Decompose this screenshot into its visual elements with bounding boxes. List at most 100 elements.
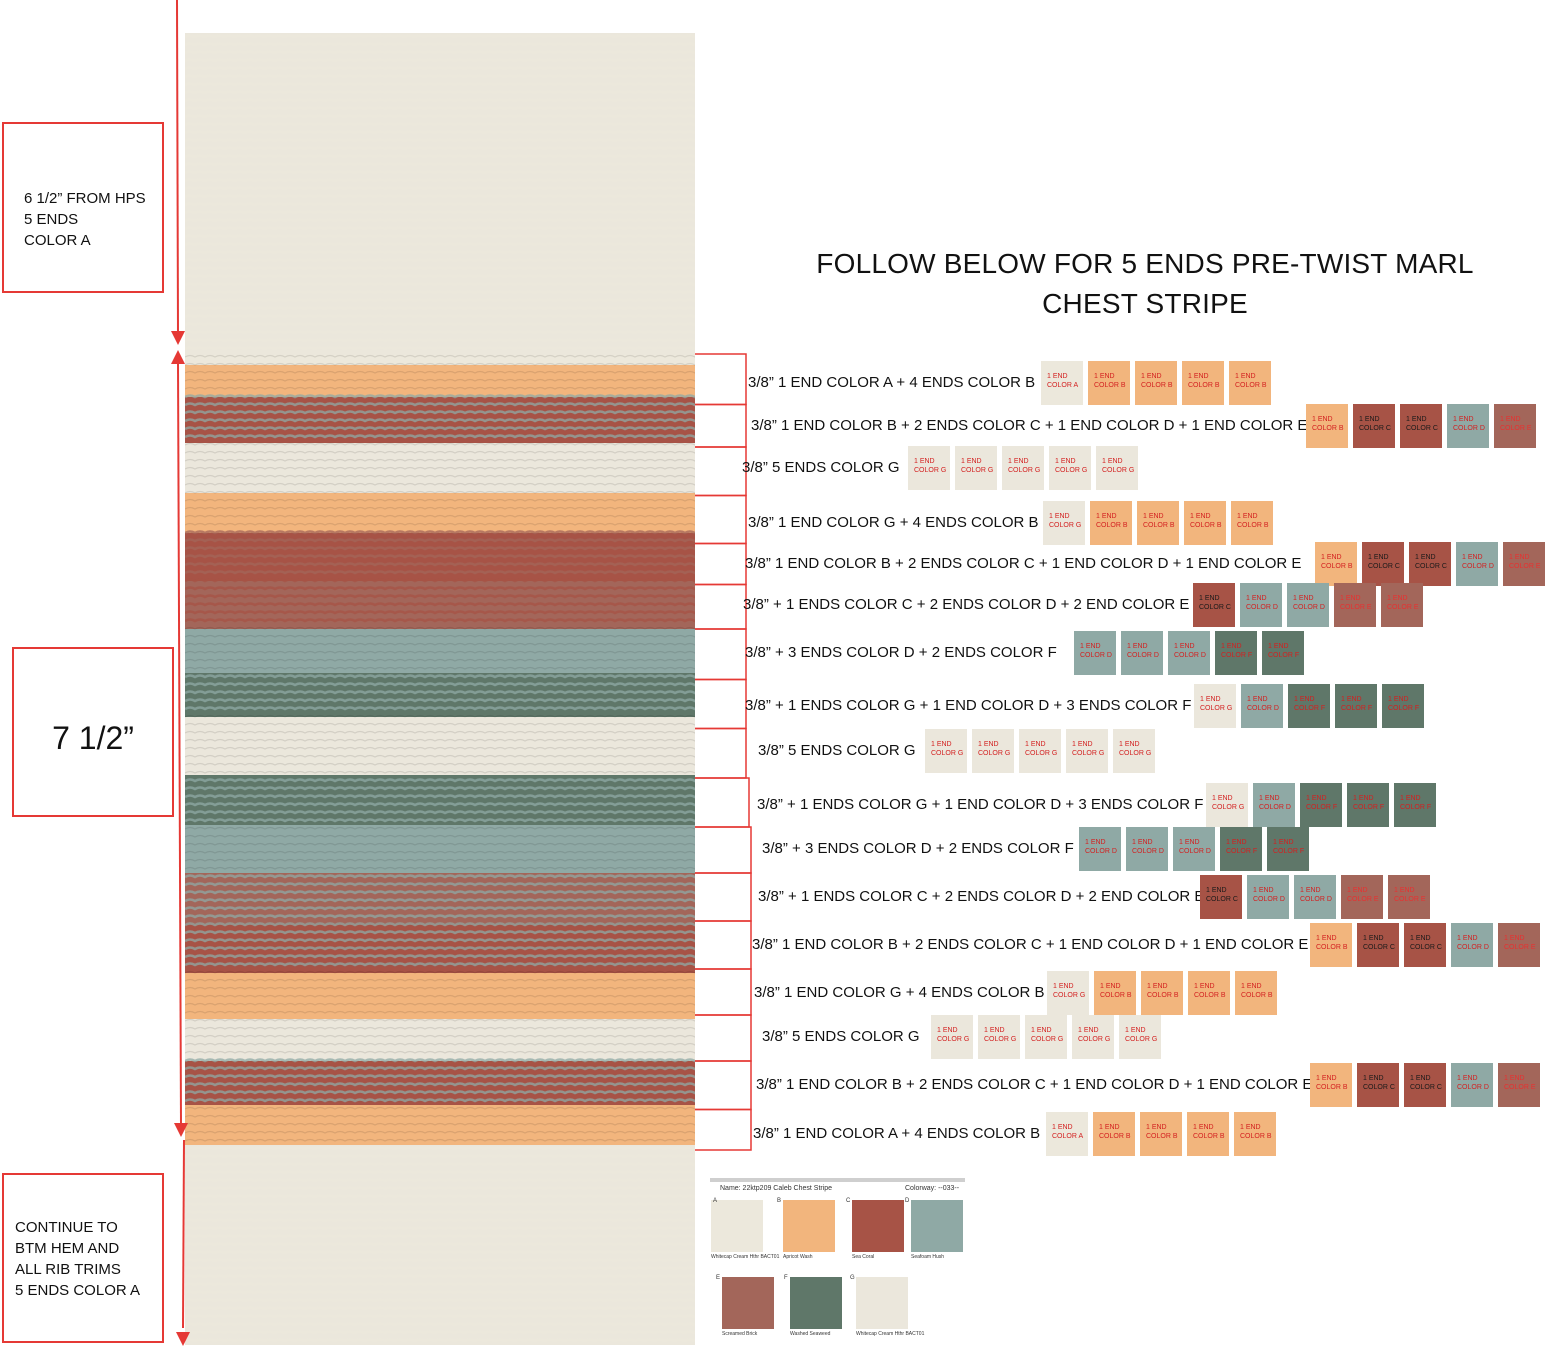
swatch-line-2: COLOR G <box>1200 705 1233 712</box>
swatch-line-1: 1 END <box>1363 935 1384 942</box>
color-card-letter: C <box>846 1198 851 1204</box>
stripe-row-label: 3/8” 5 ENDS COLOR G <box>742 459 900 476</box>
stripe-row-label: 3/8” 5 ENDS COLOR G <box>758 742 916 759</box>
swatch-line-1: 1 END <box>1363 1075 1384 1082</box>
swatch-line-2: COLOR E <box>1394 896 1426 903</box>
knit-stitch-row <box>185 986 695 990</box>
knit-stitch-row <box>185 346 695 351</box>
color-card-swatch <box>722 1277 774 1329</box>
swatch-line-1: 1 END <box>1047 373 1068 380</box>
knit-stitch-row <box>185 394 695 399</box>
knit-stitch-row <box>185 1066 695 1071</box>
swatch-line-1: 1 END <box>1125 1027 1146 1034</box>
knit-band <box>185 717 695 775</box>
color-card-color-name: Seafoam Hush <box>911 1254 945 1260</box>
knit-stitch-row <box>185 1018 695 1022</box>
stripe-row-label: 3/8” + 3 ENDS COLOR D + 2 ENDS COLOR F <box>762 840 1074 857</box>
bottom-note-text: CONTINUE TO BTM HEM AND ALL RIB TRIMS 5 … <box>15 1219 141 1299</box>
knit-stitch-row <box>185 954 695 959</box>
swatch-line-1: 1 END <box>1359 416 1380 423</box>
swatch-line-1: 1 END <box>1294 696 1315 703</box>
swatch-line-1: 1 END <box>1316 935 1337 942</box>
knit-stitch-row <box>185 1010 695 1014</box>
yarn-end-swatch: 1 END COLOR F <box>1220 827 1262 871</box>
row-bracket <box>695 777 750 828</box>
yarn-end-swatch: 1 END COLOR D <box>1456 542 1498 586</box>
yarn-end-swatch: 1 END COLOR B <box>1306 404 1348 448</box>
swatch-line-1: 1 END <box>1453 416 1474 423</box>
color-card-color-name: Whitecap Cream Hthr BACT01 <box>856 1331 925 1337</box>
swatch-line-1: 1 END <box>1388 696 1409 703</box>
knit-band <box>185 493 695 533</box>
yarn-end-swatch: 1 END COLOR F <box>1215 631 1257 675</box>
knit-stitch-row <box>185 1234 695 1239</box>
knit-stitch-row <box>185 250 695 255</box>
yarn-end-swatch: 1 END COLOR E <box>1503 542 1545 586</box>
stripe-row-label: 3/8” 1 END COLOR B + 2 ENDS COLOR C + 1 … <box>752 936 1309 953</box>
knit-stitch-row <box>185 506 695 510</box>
knit-stitch-row <box>185 1162 695 1167</box>
knit-stitch-row <box>185 370 695 374</box>
knit-stitch-row <box>185 898 695 903</box>
knit-fabric-panel <box>185 33 695 1345</box>
swatch-line-2: COLOR C <box>1359 425 1391 432</box>
stripe-row-label: 3/8” + 1 ENDS COLOR C + 2 ENDS COLOR D +… <box>743 596 1190 613</box>
swatch-line-1: 1 END <box>1049 513 1070 520</box>
knit-stitch-row <box>185 1226 695 1231</box>
swatch-line-1: 1 END <box>978 741 999 748</box>
stripe-row-label: 3/8” 5 ENDS COLOR G <box>762 1028 920 1045</box>
swatch-line-2: COLOR D <box>1253 896 1285 903</box>
swatch-line-1: 1 END <box>1199 595 1220 602</box>
knit-stitch-row <box>185 706 695 711</box>
knit-stitch-row <box>185 746 695 750</box>
knit-stitch-row <box>185 570 695 575</box>
swatch-line-1: 1 END <box>1190 513 1211 520</box>
knit-stitch-row <box>185 906 695 911</box>
yarn-end-swatch: 1 END COLOR F <box>1394 783 1436 827</box>
knit-stitch-row <box>185 546 695 551</box>
knit-stitch-row <box>185 874 695 879</box>
swatch-line-2: COLOR D <box>1300 896 1332 903</box>
swatch-line-2: COLOR F <box>1400 804 1432 811</box>
swatch-line-1: 1 END <box>1241 983 1262 990</box>
color-card-swatch <box>783 1200 835 1252</box>
knit-stitch-row <box>185 418 695 423</box>
swatch-line-2: COLOR C <box>1363 1084 1395 1091</box>
knit-stitch-row <box>185 682 695 687</box>
knit-stitch-row <box>185 834 695 838</box>
row-bracket <box>695 403 747 448</box>
yarn-end-swatch: 1 END COLOR B <box>1093 1112 1135 1156</box>
knit-stitch-row <box>185 602 695 607</box>
knit-stitch-row <box>185 1042 695 1046</box>
knit-stitch-row <box>185 1218 695 1223</box>
knit-stitch-row <box>185 482 695 486</box>
knit-stitch-row <box>185 922 695 927</box>
yarn-end-swatch: 1 END COLOR G <box>972 729 1014 773</box>
swatch-line-2: COLOR G <box>1125 1036 1158 1043</box>
swatch-line-2: COLOR E <box>1500 425 1532 432</box>
knit-stitch-row <box>185 178 695 183</box>
yarn-end-swatch: 1 END COLOR F <box>1267 827 1309 871</box>
knit-stitch-row <box>185 1314 695 1319</box>
yarn-end-swatch: 1 END COLOR G <box>1043 501 1085 545</box>
yarn-end-swatch: 1 END COLOR G <box>1194 684 1236 728</box>
knit-stitch-row <box>185 690 695 695</box>
knit-band <box>185 775 695 825</box>
yarn-end-swatch: 1 END COLOR E <box>1498 923 1540 967</box>
swatch-line-2: COLOR G <box>1102 467 1135 474</box>
knit-stitch-row <box>185 34 695 39</box>
swatch-line-1: 1 END <box>1141 373 1162 380</box>
knit-stitch-row <box>185 1258 695 1263</box>
middle-note-box <box>12 647 174 817</box>
color-card-swatch <box>790 1277 842 1329</box>
swatch-line-1: 1 END <box>1102 458 1123 465</box>
swatch-line-2: COLOR G <box>1055 467 1088 474</box>
knit-stitch-row <box>185 98 695 103</box>
swatch-line-1: 1 END <box>1221 643 1242 650</box>
swatch-line-1: 1 END <box>1293 595 1314 602</box>
stripe-row-label: 3/8” + 1 ENDS COLOR G + 1 END COLOR D + … <box>745 697 1192 714</box>
color-card-color-name: Sea Coral <box>852 1254 875 1260</box>
swatch-line-2: COLOR F <box>1306 804 1338 811</box>
knit-stitch-row <box>185 730 695 734</box>
swatch-line-2: COLOR D <box>1085 848 1117 855</box>
